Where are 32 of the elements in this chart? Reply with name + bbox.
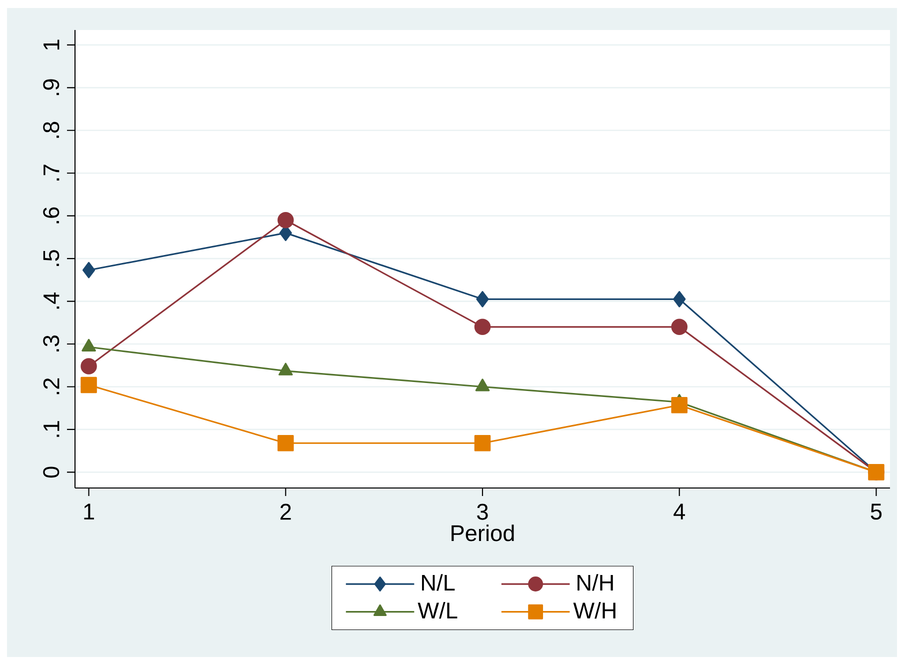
point bbox=[671, 396, 688, 414]
y-tick-label: .4 bbox=[44, 292, 60, 309]
x-axis-title: Period bbox=[452, 524, 514, 542]
point bbox=[673, 291, 686, 308]
y-tick-label: .9 bbox=[43, 79, 60, 96]
point bbox=[82, 262, 96, 278]
y-tick-label: .5 bbox=[43, 250, 60, 266]
legend-label: W/H bbox=[573, 602, 616, 619]
x-tick-label: 1 bbox=[84, 504, 94, 520]
x-tick-label: 5 bbox=[870, 504, 882, 520]
y-tick-label: .6 bbox=[43, 207, 60, 224]
y-tick-label: .3 bbox=[43, 336, 60, 352]
x-tick-label: 2 bbox=[280, 504, 291, 520]
point bbox=[671, 318, 688, 336]
y-tick-label: 0 bbox=[43, 466, 60, 478]
y-tick-label: .7 bbox=[44, 164, 60, 180]
y-tick-label: .8 bbox=[43, 122, 60, 138]
point bbox=[474, 434, 491, 452]
legend-label: N/L bbox=[422, 574, 455, 591]
y-tick-label: .2 bbox=[43, 378, 60, 394]
legend-label: N/H bbox=[578, 574, 613, 591]
point bbox=[80, 358, 97, 374]
y-tick-label: 1 bbox=[44, 40, 60, 50]
x-tick-label: 4 bbox=[674, 504, 685, 520]
point bbox=[278, 434, 294, 452]
point bbox=[80, 376, 97, 394]
point bbox=[278, 212, 294, 228]
point bbox=[474, 318, 491, 336]
y-tick-label: .1 bbox=[44, 421, 60, 437]
point bbox=[476, 291, 489, 308]
legend-label: W/L bbox=[418, 602, 458, 619]
x-tick-label: 3 bbox=[477, 504, 488, 520]
